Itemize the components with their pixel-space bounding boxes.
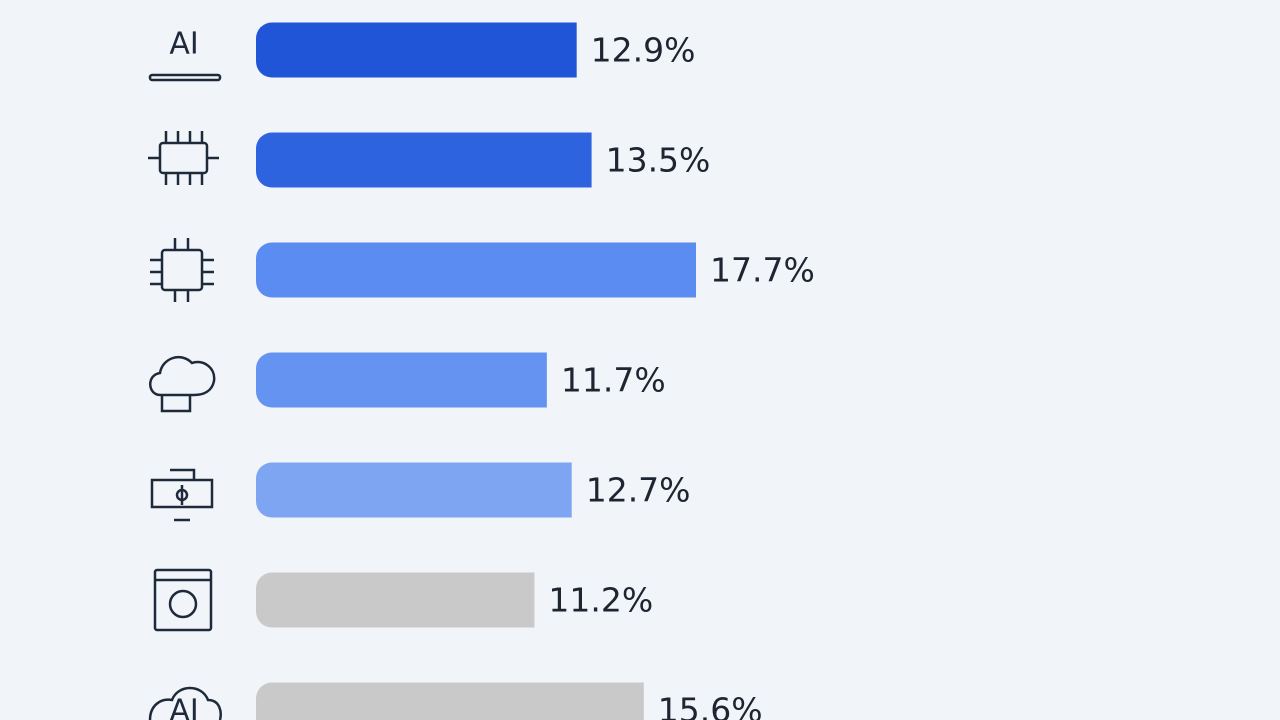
icon-shape bbox=[150, 468, 214, 522]
value-label: 11.7% bbox=[561, 361, 666, 400]
bar bbox=[256, 682, 644, 720]
icon-chip bbox=[148, 131, 219, 185]
bar bbox=[256, 352, 547, 408]
icon-shape bbox=[148, 131, 219, 185]
bar bbox=[256, 22, 577, 78]
icon-label: AI bbox=[169, 27, 198, 62]
icon-shape bbox=[160, 248, 204, 292]
value-label: 15.6% bbox=[658, 691, 763, 720]
icon-shape bbox=[153, 568, 213, 632]
icon-robot bbox=[150, 468, 214, 522]
icon-shape bbox=[160, 395, 192, 413]
value-label: 17.7% bbox=[710, 251, 815, 290]
icon-ai-cloud bbox=[148, 686, 222, 720]
bar bbox=[256, 242, 696, 298]
icon-shape bbox=[175, 488, 189, 502]
bar bbox=[256, 132, 592, 188]
icon-shape bbox=[168, 589, 198, 619]
icon-processor bbox=[150, 238, 214, 302]
icon-shape bbox=[148, 686, 222, 720]
icon-label: AI bbox=[169, 694, 198, 720]
value-label: 12.9% bbox=[591, 31, 696, 70]
icon-shape bbox=[148, 73, 222, 82]
bar bbox=[256, 462, 572, 518]
value-label: 11.2% bbox=[548, 581, 653, 620]
value-label: 13.5% bbox=[606, 141, 711, 180]
icon-cloud bbox=[149, 355, 216, 413]
icon-shape bbox=[150, 238, 214, 302]
bar bbox=[256, 572, 535, 628]
value-label: 12.7% bbox=[586, 471, 691, 510]
icon-ai bbox=[148, 73, 222, 82]
icon-shape bbox=[149, 355, 216, 397]
icon-fan bbox=[153, 568, 213, 632]
